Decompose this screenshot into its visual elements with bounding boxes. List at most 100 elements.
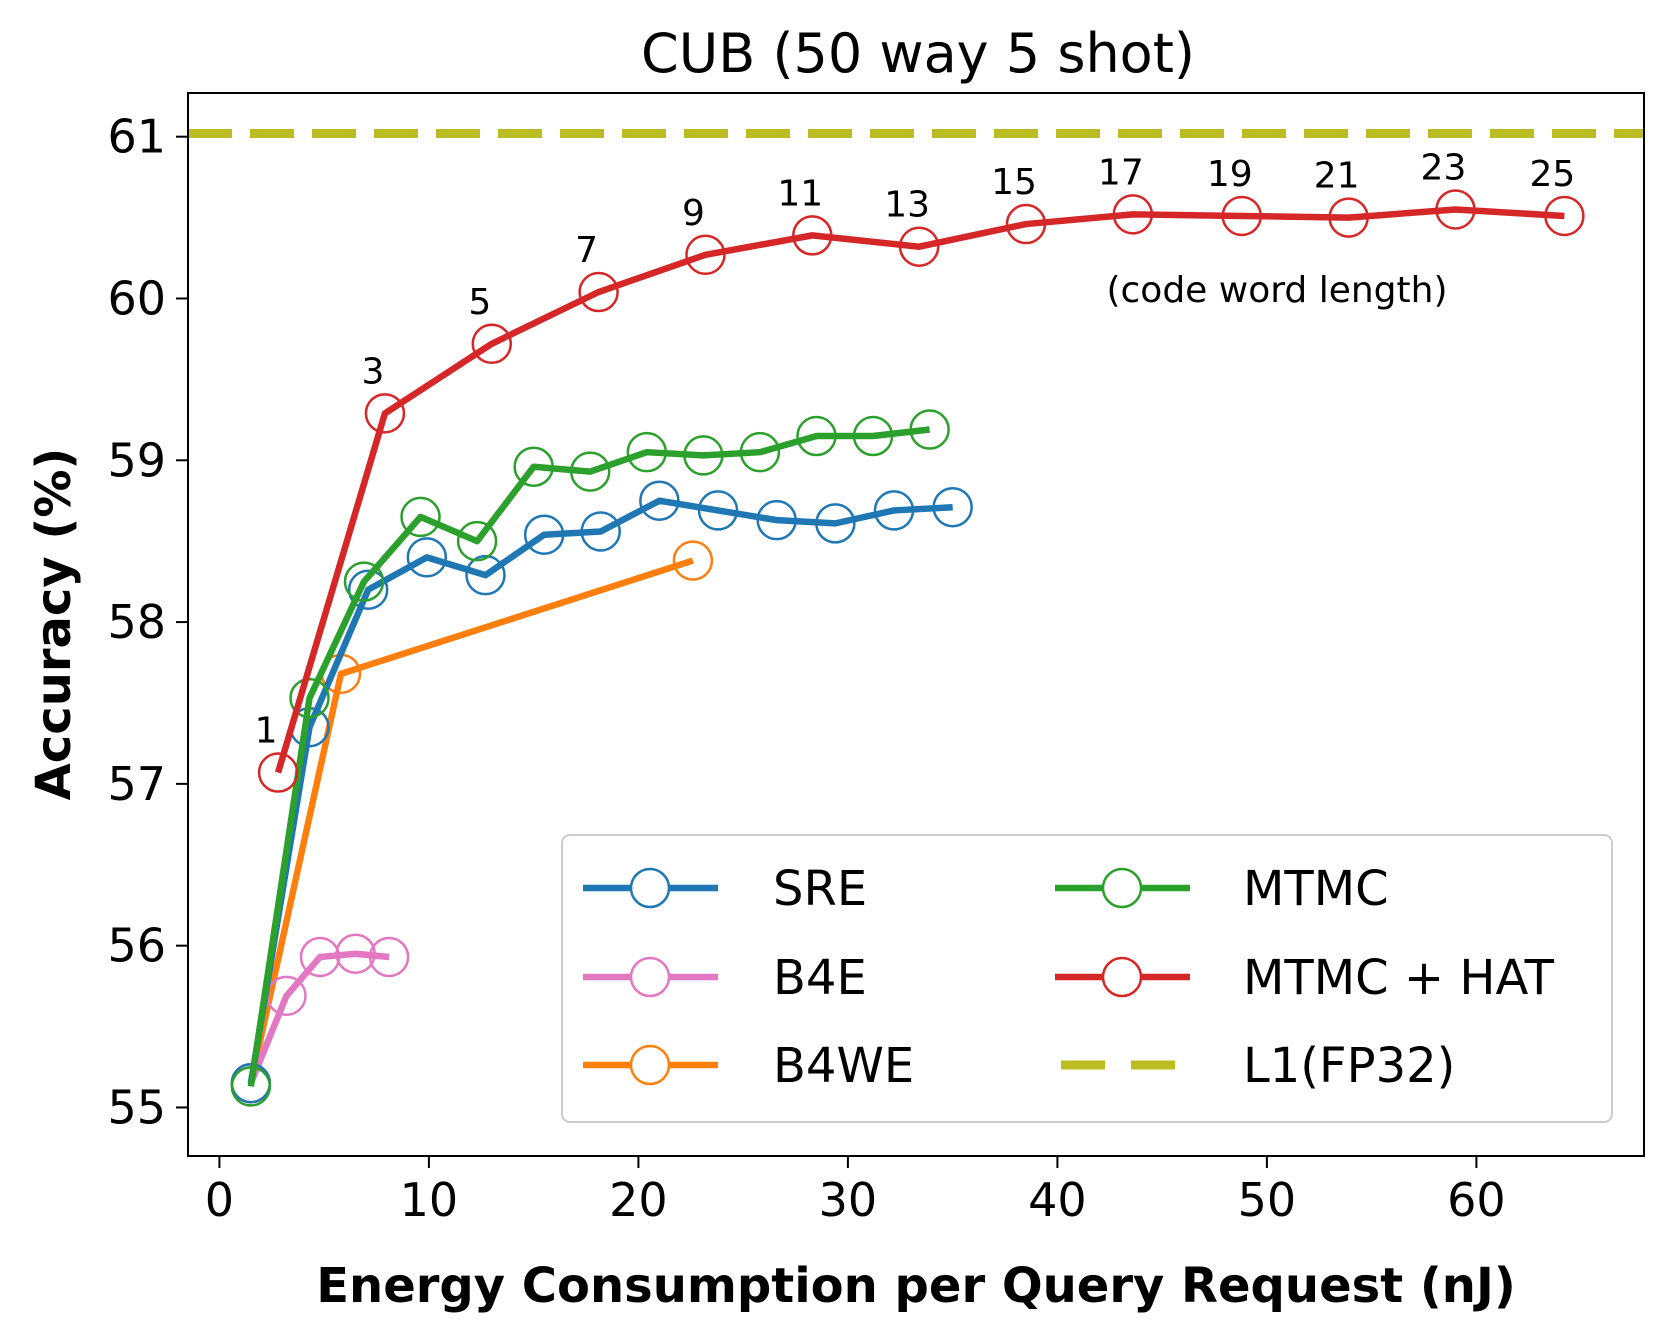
data-point xyxy=(465,554,506,596)
data-point xyxy=(456,520,498,562)
legend-label: B4E xyxy=(773,950,867,1006)
data-point xyxy=(1221,195,1263,237)
data-point xyxy=(672,540,714,581)
data-point xyxy=(909,409,950,450)
legend-label: MTMC + HAT xyxy=(1243,950,1555,1006)
x-tick-label: 30 xyxy=(819,1173,878,1227)
data-point xyxy=(343,561,385,602)
data-point xyxy=(792,215,833,256)
x-tick-label: 0 xyxy=(205,1173,234,1227)
point-label: 11 xyxy=(777,173,823,214)
legend-label: MTMC xyxy=(1243,861,1389,917)
data-point xyxy=(756,499,797,541)
data-point xyxy=(471,323,513,365)
legend: SRE B4E B4WE MTMC MTMC + HAT L1(FP32) xyxy=(561,834,1613,1123)
data-point xyxy=(852,415,894,457)
data-point xyxy=(739,431,781,473)
legend-marker xyxy=(1101,867,1143,909)
series-sre xyxy=(230,480,973,1104)
chart-title: CUB (50 way 5 shot) xyxy=(641,22,1195,85)
legend-item-mtmc-hat: MTMC + HAT xyxy=(1055,950,1555,1006)
y-tick-label: 57 xyxy=(107,757,166,811)
data-point xyxy=(626,431,668,473)
x-tick-label: 50 xyxy=(1238,1173,1297,1227)
plot-area xyxy=(187,92,1645,1157)
legend-marker xyxy=(1101,956,1143,998)
data-point xyxy=(523,514,565,555)
point-label: 9 xyxy=(682,193,705,234)
data-point xyxy=(898,226,940,267)
series-line xyxy=(247,557,694,1084)
x-tick-label: 10 xyxy=(400,1173,459,1227)
series-line xyxy=(274,206,1565,774)
data-point xyxy=(580,511,621,552)
data-point xyxy=(873,490,915,531)
point-label: 15 xyxy=(991,162,1037,203)
series-b4e xyxy=(230,933,410,1104)
data-point xyxy=(639,480,680,521)
data-point xyxy=(1112,194,1154,235)
y-tick-label: 59 xyxy=(107,433,166,487)
series-line xyxy=(247,426,930,1087)
point-label: 23 xyxy=(1421,147,1467,188)
legend-item-b4e: B4E xyxy=(583,950,867,1006)
data-point xyxy=(1005,203,1047,245)
point-label: 21 xyxy=(1314,156,1360,197)
data-point xyxy=(299,936,341,978)
data-point xyxy=(815,503,856,544)
legend-label: B4WE xyxy=(773,1038,914,1094)
point-label: 1 xyxy=(255,711,278,752)
data-point xyxy=(932,486,973,528)
data-point xyxy=(364,393,406,434)
data-point xyxy=(683,435,724,476)
data-point xyxy=(257,752,299,793)
data-point xyxy=(1544,195,1585,237)
legend-marker xyxy=(629,1044,671,1086)
code-word-length-annotation: (code word length) xyxy=(1106,270,1447,311)
data-point xyxy=(513,446,554,487)
series-mtmc-hat xyxy=(257,189,1585,793)
point-label: 13 xyxy=(884,185,930,226)
data-point xyxy=(230,1066,272,1107)
data-point xyxy=(289,677,330,719)
legend-item-sre: SRE xyxy=(583,861,867,917)
series-mtmc xyxy=(230,409,950,1107)
y-tick-label: 55 xyxy=(107,1080,166,1134)
data-point xyxy=(578,271,619,313)
data-point xyxy=(347,569,389,610)
legend-item-mtmc: MTMC xyxy=(1055,861,1389,917)
legend-marker xyxy=(629,956,671,998)
x-tick-label: 20 xyxy=(609,1173,668,1227)
series-line xyxy=(247,950,390,1085)
point-label: 3 xyxy=(361,351,384,392)
y-tick-label: 56 xyxy=(107,919,166,973)
data-point xyxy=(697,490,739,531)
y-tick-label: 60 xyxy=(107,271,166,325)
point-label: 19 xyxy=(1207,154,1253,195)
point-label: 25 xyxy=(1529,154,1575,195)
y-tick-label: 61 xyxy=(107,110,166,164)
legend-item-b4we: B4WE xyxy=(583,1038,914,1094)
legend-label: SRE xyxy=(773,861,867,917)
x-tick-label: 60 xyxy=(1447,1173,1506,1227)
y-tick-label: 58 xyxy=(107,595,166,649)
legend-item-l1-fp32: L1(FP32) xyxy=(1061,1038,1455,1094)
data-point xyxy=(335,933,376,975)
data-point xyxy=(406,537,448,578)
y-axis-label: Accuracy (%) xyxy=(26,448,82,801)
point-label: 17 xyxy=(1098,152,1144,193)
x-axis-label: Energy Consumption per Query Request (nJ… xyxy=(316,1258,1516,1314)
data-point xyxy=(569,451,611,492)
data-point xyxy=(796,415,837,457)
legend-marker xyxy=(629,867,671,909)
data-point xyxy=(1435,189,1476,230)
x-tick-label: 40 xyxy=(1028,1173,1087,1227)
data-point xyxy=(400,496,441,538)
point-label: 5 xyxy=(468,282,491,323)
series-line xyxy=(247,497,953,1084)
data-point xyxy=(368,936,410,978)
point-label: 7 xyxy=(575,230,598,271)
data-point xyxy=(685,234,726,276)
